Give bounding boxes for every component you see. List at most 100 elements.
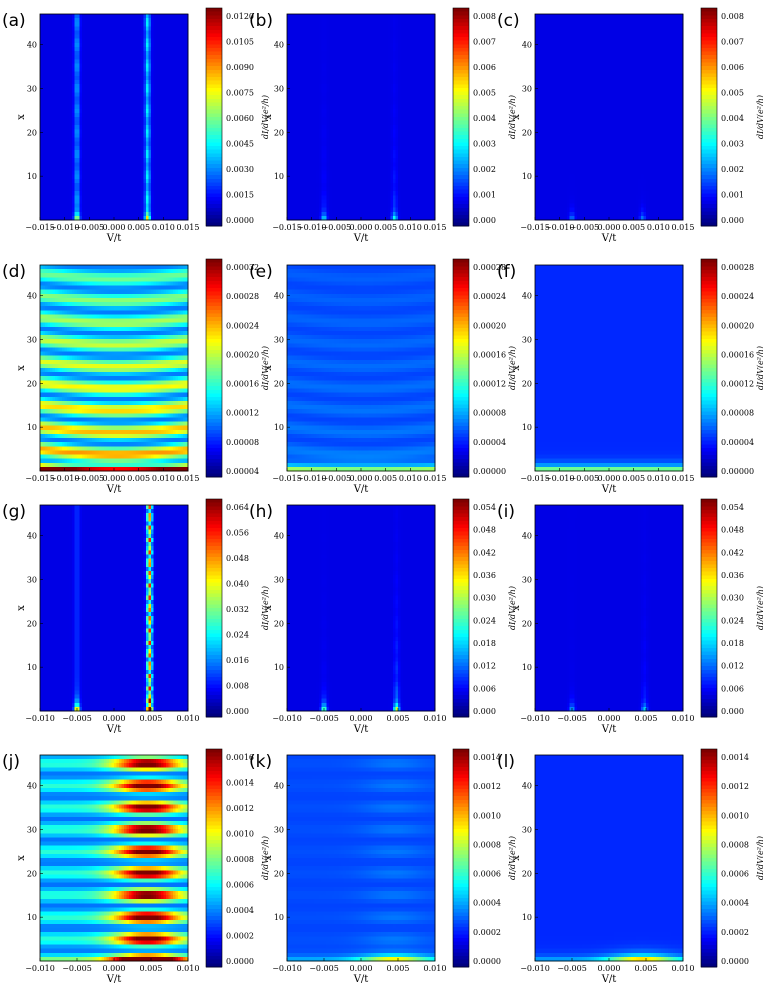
- heatmap-cell: [92, 14, 95, 19]
- heatmap-cell: [42, 30, 45, 35]
- heatmap-cell: [52, 68, 55, 73]
- heatmap-cell: [57, 96, 60, 101]
- heatmap-cell: [349, 22, 352, 27]
- heatmap-cell: [42, 59, 45, 64]
- heatmap-cell: [156, 109, 159, 114]
- heatmap-cell: [89, 133, 92, 138]
- heatmap-cell: [112, 199, 115, 204]
- heatmap-cell: [166, 183, 169, 188]
- heatmap-cell: [153, 129, 156, 134]
- heatmap-cell: [134, 212, 137, 217]
- heatmap-cell: [319, 14, 322, 19]
- heatmap-cell: [109, 175, 112, 180]
- heatmap-cell: [163, 92, 166, 97]
- heatmap-cell: [75, 138, 78, 143]
- heatmap-cell: [47, 117, 50, 122]
- heatmap-cell: [131, 18, 134, 23]
- heatmap-cell: [102, 63, 105, 68]
- heatmap-cell: [312, 18, 315, 23]
- heatmap-cell: [129, 22, 132, 27]
- heatmap-cell: [144, 35, 147, 40]
- heatmap-cell: [75, 96, 78, 101]
- heatmap-cell: [363, 18, 366, 23]
- heatmap-cell: [62, 39, 65, 44]
- heatmap-cell: [349, 18, 352, 23]
- heatmap-cell: [134, 125, 137, 130]
- heatmap-cell: [136, 113, 139, 118]
- heatmap-cell: [124, 179, 127, 184]
- heatmap-cell: [166, 117, 169, 122]
- heatmap-cell: [112, 133, 115, 138]
- heatmap-cell: [87, 158, 90, 163]
- heatmap-cell: [166, 59, 169, 64]
- heatmap-cell: [47, 26, 50, 31]
- heatmap-cell: [131, 138, 134, 143]
- heatmap-cell: [67, 142, 70, 147]
- heatmap-cell: [94, 183, 97, 188]
- heatmap-cell: [79, 208, 82, 213]
- heatmap-cell: [131, 96, 134, 101]
- heatmap-cell: [158, 121, 161, 126]
- heatmap-cell: [146, 191, 149, 196]
- heatmap-cell: [57, 84, 60, 89]
- heatmap-cell: [92, 191, 95, 196]
- heatmap-cell: [176, 96, 179, 101]
- heatmap-cell: [183, 195, 186, 200]
- heatmap-cell: [77, 212, 80, 217]
- heatmap-cell: [173, 146, 176, 151]
- heatmap-cell: [97, 92, 100, 97]
- heatmap-cell: [57, 109, 60, 114]
- heatmap-cell: [42, 84, 45, 89]
- heatmap-cell: [124, 146, 127, 151]
- heatmap-cell: [45, 121, 48, 126]
- heatmap-cell: [146, 133, 149, 138]
- heatmap-cell: [124, 191, 127, 196]
- heatmap-cell: [60, 109, 63, 114]
- heatmap-cell: [107, 14, 110, 19]
- heatmap-cell: [79, 47, 82, 52]
- heatmap-cell: [57, 43, 60, 48]
- heatmap-cell: [104, 183, 107, 188]
- heatmap-cell: [79, 92, 82, 97]
- heatmap-cell: [149, 76, 152, 81]
- heatmap-cell: [134, 158, 137, 163]
- heatmap-cell: [62, 92, 65, 97]
- heatmap-cell: [104, 80, 107, 85]
- heatmap-cell: [50, 14, 53, 19]
- heatmap-cell: [112, 30, 115, 35]
- heatmap-cell: [77, 171, 80, 176]
- heatmap-cell: [112, 80, 115, 85]
- heatmap-cell: [136, 109, 139, 114]
- y-tick-label: 10: [27, 172, 37, 181]
- heatmap-cell: [139, 166, 142, 171]
- heatmap-cell: [183, 187, 186, 192]
- heatmap-cell: [109, 22, 112, 27]
- heatmap-cell: [146, 43, 149, 48]
- heatmap-cell: [129, 113, 132, 118]
- heatmap-cell: [129, 18, 132, 23]
- y-tick-label: 20: [27, 128, 37, 137]
- heatmap-cell: [89, 125, 92, 130]
- heatmap-cell: [168, 138, 171, 143]
- heatmap-cell: [40, 39, 43, 44]
- colorbar-tick-label: 0.0000: [226, 216, 254, 225]
- heatmap-cell: [112, 129, 115, 134]
- heatmap-cell: [156, 187, 159, 192]
- heatmap-cell: [141, 72, 144, 77]
- heatmap-cell: [67, 96, 70, 101]
- heatmap-cell: [60, 80, 63, 85]
- heatmap-cell: [136, 51, 139, 56]
- heatmap-cell: [112, 109, 115, 114]
- heatmap-cell: [97, 162, 100, 167]
- heatmap-cell: [45, 26, 48, 31]
- heatmap-cell: [79, 195, 82, 200]
- heatmap-cell: [131, 166, 134, 171]
- heatmap-cell: [70, 96, 73, 101]
- heatmap-cell: [289, 14, 292, 19]
- heatmap-cell: [45, 183, 48, 188]
- heatmap-cell: [87, 63, 90, 68]
- heatmap-cell: [94, 76, 97, 81]
- heatmap-cell: [139, 183, 142, 188]
- heatmap-cell: [99, 84, 102, 89]
- heatmap-cell: [329, 18, 332, 23]
